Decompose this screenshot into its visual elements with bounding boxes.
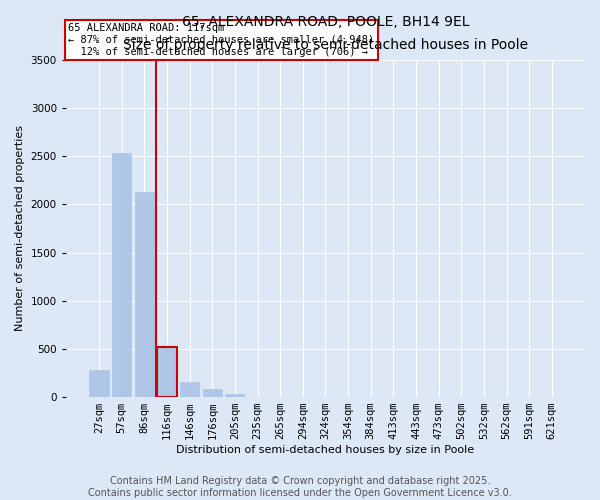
Bar xyxy=(157,347,176,397)
Bar xyxy=(225,394,244,397)
Bar xyxy=(180,382,199,397)
Bar xyxy=(89,370,109,397)
Bar xyxy=(112,154,131,397)
Title: 65, ALEXANDRA ROAD, POOLE, BH14 9EL
Size of property relative to semi-detached h: 65, ALEXANDRA ROAD, POOLE, BH14 9EL Size… xyxy=(123,15,528,52)
Y-axis label: Number of semi-detached properties: Number of semi-detached properties xyxy=(15,126,25,332)
Bar xyxy=(135,192,154,397)
X-axis label: Distribution of semi-detached houses by size in Poole: Distribution of semi-detached houses by … xyxy=(176,445,475,455)
Text: 65 ALEXANDRA ROAD: 117sqm
← 87% of semi-detached houses are smaller (4,948)
  12: 65 ALEXANDRA ROAD: 117sqm ← 87% of semi-… xyxy=(68,24,374,56)
Bar xyxy=(203,390,222,397)
Text: Contains HM Land Registry data © Crown copyright and database right 2025.
Contai: Contains HM Land Registry data © Crown c… xyxy=(88,476,512,498)
